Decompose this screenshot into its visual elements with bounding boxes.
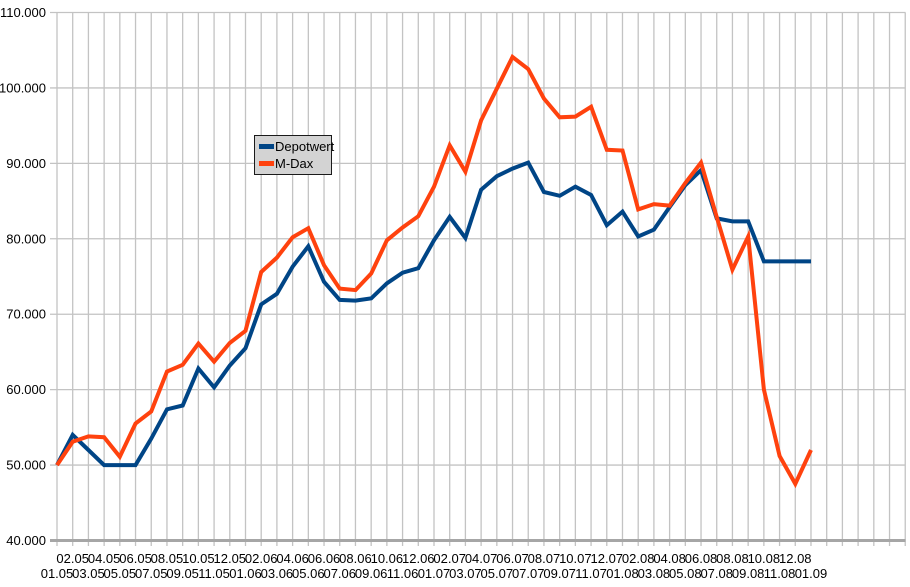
x-axis-label: 01.05 xyxy=(41,566,74,581)
x-axis-label: 08.08 xyxy=(716,551,749,566)
x-axis-label: 03.05 xyxy=(72,566,105,581)
x-axis-label: 04.06 xyxy=(276,551,309,566)
x-axis-label: 06.08 xyxy=(685,551,718,566)
x-axis-label: 11.05 xyxy=(198,566,230,581)
x-axis-label: 08.06 xyxy=(339,551,372,566)
y-axis-label: 70.000 xyxy=(6,307,46,322)
x-axis-label: 09.07 xyxy=(543,566,576,581)
legend-label-mdax: M-Dax xyxy=(275,156,314,171)
x-axis-label: 03.08 xyxy=(638,566,671,581)
x-axis-label: 01.09 xyxy=(795,566,828,581)
x-axis-label: 02.07 xyxy=(433,551,466,566)
y-axis-label: 50.000 xyxy=(6,458,46,473)
x-axis-label: 01.08 xyxy=(606,566,639,581)
legend-item-depotwert: Depotwert xyxy=(259,138,335,155)
x-axis-label: 07.05 xyxy=(135,566,168,581)
x-axis-label: 12.07 xyxy=(591,551,624,566)
x-axis-label: 09.06 xyxy=(355,566,388,581)
legend-label-depotwert: Depotwert xyxy=(275,139,335,154)
legend-item-mdax: M-Dax xyxy=(259,155,331,172)
y-axis-label: 110.000 xyxy=(0,5,46,20)
x-axis-label: 03.06 xyxy=(261,566,294,581)
x-axis-label: 01.06 xyxy=(229,566,262,581)
x-axis-label: 12.06 xyxy=(402,551,435,566)
depotwert-swatch-icon xyxy=(259,144,274,149)
x-axis-label: 06.05 xyxy=(119,551,152,566)
x-axis-label: 05.08 xyxy=(669,566,702,581)
x-axis-label: 11.07 xyxy=(575,566,607,581)
mdax-line xyxy=(55,53,813,489)
x-axis-label: 09.05 xyxy=(166,566,199,581)
x-axis-label: 07.06 xyxy=(323,566,356,581)
x-axis-label: 06.07 xyxy=(496,551,529,566)
mdax-swatch-icon xyxy=(259,161,274,166)
x-axis-label: 11.06 xyxy=(387,566,419,581)
x-axis-label: 02.05 xyxy=(56,551,89,566)
x-axis-label: 08.05 xyxy=(151,551,184,566)
y-axis-label: 100.000 xyxy=(0,80,46,95)
x-axis-label: 08.07 xyxy=(528,551,561,566)
x-axis-label: 04.07 xyxy=(465,551,498,566)
y-axis-label: 40.000 xyxy=(6,533,46,548)
x-axis-label: 11.08 xyxy=(764,566,796,581)
x-axis-label: 09.08 xyxy=(732,566,765,581)
x-axis-label: 10.07 xyxy=(559,551,592,566)
chart-legend: Depotwert M-Dax xyxy=(254,135,335,175)
x-axis-label: 03.07 xyxy=(449,566,482,581)
x-axis-label: 10.05 xyxy=(182,551,215,566)
x-axis-label: 05.06 xyxy=(292,566,325,581)
x-axis-label: 04.08 xyxy=(653,551,686,566)
x-axis-label: 10.06 xyxy=(371,551,404,566)
y-axis-label: 60.000 xyxy=(6,382,46,397)
x-axis-label: 12.05 xyxy=(214,551,247,566)
x-axis-label: 02.08 xyxy=(622,551,655,566)
x-axis-label: 06.06 xyxy=(308,551,341,566)
x-axis-label: 01.07 xyxy=(418,566,451,581)
y-axis-label: 80.000 xyxy=(6,231,46,246)
x-axis-label: 05.05 xyxy=(104,566,137,581)
x-axis-label: 04.05 xyxy=(88,551,121,566)
x-axis-label: 07.08 xyxy=(700,566,733,581)
x-axis-label: 10.08 xyxy=(748,551,781,566)
x-axis-label: 05.07 xyxy=(481,566,514,581)
x-axis-label: 12.08 xyxy=(779,551,812,566)
x-axis-label: 02.06 xyxy=(245,551,278,566)
y-axis-label: 90.000 xyxy=(6,156,46,171)
x-axis-label: 07.07 xyxy=(512,566,545,581)
